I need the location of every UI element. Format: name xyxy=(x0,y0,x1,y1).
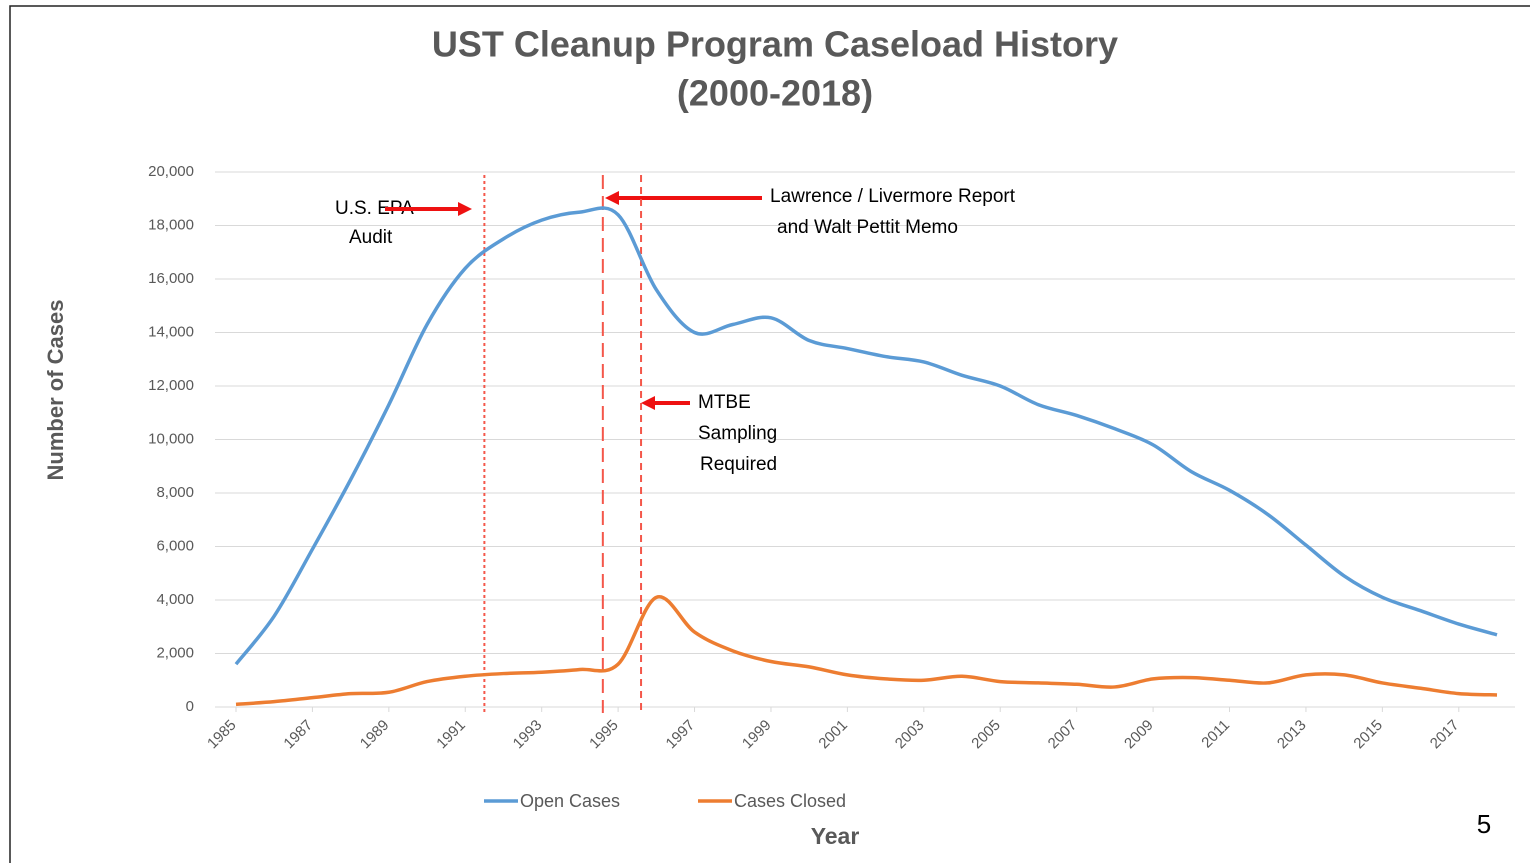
x-tick-label: 1989 xyxy=(357,717,393,753)
annotation-text: and Walt Pettit Memo xyxy=(777,217,958,238)
x-tick-label: 2009 xyxy=(1121,717,1157,753)
annotation-text: Sampling xyxy=(698,423,777,444)
x-tick-label: 1993 xyxy=(510,717,546,753)
y-tick-label: 12,000 xyxy=(148,377,194,394)
x-tick-label: 2005 xyxy=(968,717,1004,753)
slide-frame xyxy=(9,5,1530,868)
y-tick-label: 18,000 xyxy=(148,216,194,233)
y-tick-label: 0 xyxy=(186,698,194,715)
legend-label: Cases Closed xyxy=(734,791,846,811)
y-tick-label: 10,000 xyxy=(148,430,194,447)
x-tick-label: 1999 xyxy=(739,717,775,753)
x-tick-label: 2011 xyxy=(1198,717,1233,752)
y-tick-label: 16,000 xyxy=(148,270,194,287)
x-tick-label: 1995 xyxy=(586,717,622,753)
y-tick-label: 6,000 xyxy=(156,537,194,554)
x-tick-label: 2001 xyxy=(815,717,851,753)
annotation-arrowhead xyxy=(641,396,655,410)
x-tick-label: 2015 xyxy=(1350,717,1386,753)
annotation-text: U.S. EPA xyxy=(335,198,414,219)
x-axis-label: Year xyxy=(811,823,860,849)
annotation-arrowhead xyxy=(458,202,472,216)
annotation-text: Lawrence / Livermore Report xyxy=(770,186,1016,207)
legend-label: Open Cases xyxy=(520,791,620,811)
y-tick-label: 4,000 xyxy=(156,591,194,608)
chart-title: UST Cleanup Program Caseload History xyxy=(432,24,1118,65)
annotation-arrowhead xyxy=(605,191,619,205)
x-tick-label: 1987 xyxy=(280,717,316,753)
annotation-text: MTBE xyxy=(698,392,751,413)
y-tick-label: 20,000 xyxy=(148,163,194,180)
x-tick-label: 2017 xyxy=(1427,717,1463,753)
chart-title: (2000-2018) xyxy=(677,73,873,114)
series-line xyxy=(235,595,1498,707)
x-tick-label: 1991 xyxy=(433,717,469,753)
x-tick-label: 1985 xyxy=(204,717,240,753)
x-tick-label: 2003 xyxy=(892,717,928,753)
y-tick-label: 14,000 xyxy=(148,323,194,340)
annotation-text: Audit xyxy=(349,227,393,248)
y-tick-label: 2,000 xyxy=(156,644,194,661)
x-tick-label: 1997 xyxy=(663,717,699,753)
series-line xyxy=(234,206,1498,666)
x-tick-label: 2007 xyxy=(1045,717,1081,753)
page-number: 5 xyxy=(1477,809,1491,839)
y-tick-label: 8,000 xyxy=(156,484,194,501)
x-tick-label: 2013 xyxy=(1274,717,1310,753)
annotation-text: Required xyxy=(700,454,777,475)
y-axis-label: Number of Cases xyxy=(43,300,68,481)
